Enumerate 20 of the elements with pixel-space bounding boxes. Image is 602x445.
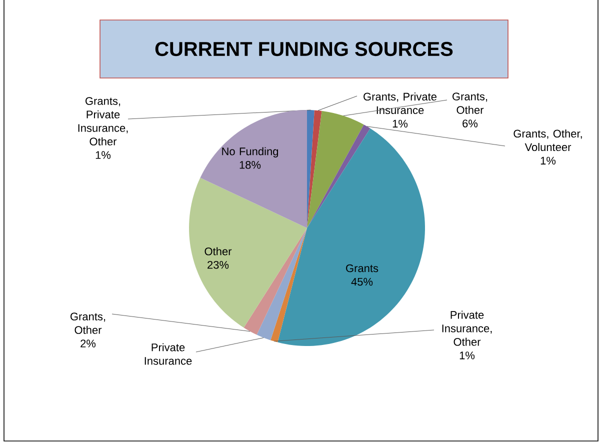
slice-label: Grants, Other, Volunteer: [514, 129, 582, 152]
data-label: 23%: [208, 261, 229, 269]
slice-label: Grants, Private Insurance, Other: [78, 97, 128, 146]
slice-label: Private Insurance: [144, 343, 192, 365]
data-label: 1%: [460, 352, 475, 360]
data-label: 6%: [462, 120, 478, 128]
slice-label: Grants, Other: [452, 92, 488, 114]
data-label: 1%: [96, 151, 111, 159]
slice-label: No Funding: [222, 147, 278, 158]
data-label: 45%: [351, 278, 373, 286]
slice-label: Private Insurance, Other: [442, 310, 492, 346]
data-label: 1%: [540, 156, 556, 165]
data-label: 18%: [240, 161, 261, 169]
slice-label: Other: [204, 247, 232, 256]
slice-label: Grants, Other: [70, 312, 106, 334]
slice-label: Grants, Private Insurance: [364, 92, 436, 114]
chart-title: CURRENT FUNDING SOURCES: [155, 42, 453, 56]
slice-label: Grants: [346, 264, 378, 272]
data-label: 1%: [392, 120, 408, 128]
data-label: 2%: [80, 340, 96, 348]
